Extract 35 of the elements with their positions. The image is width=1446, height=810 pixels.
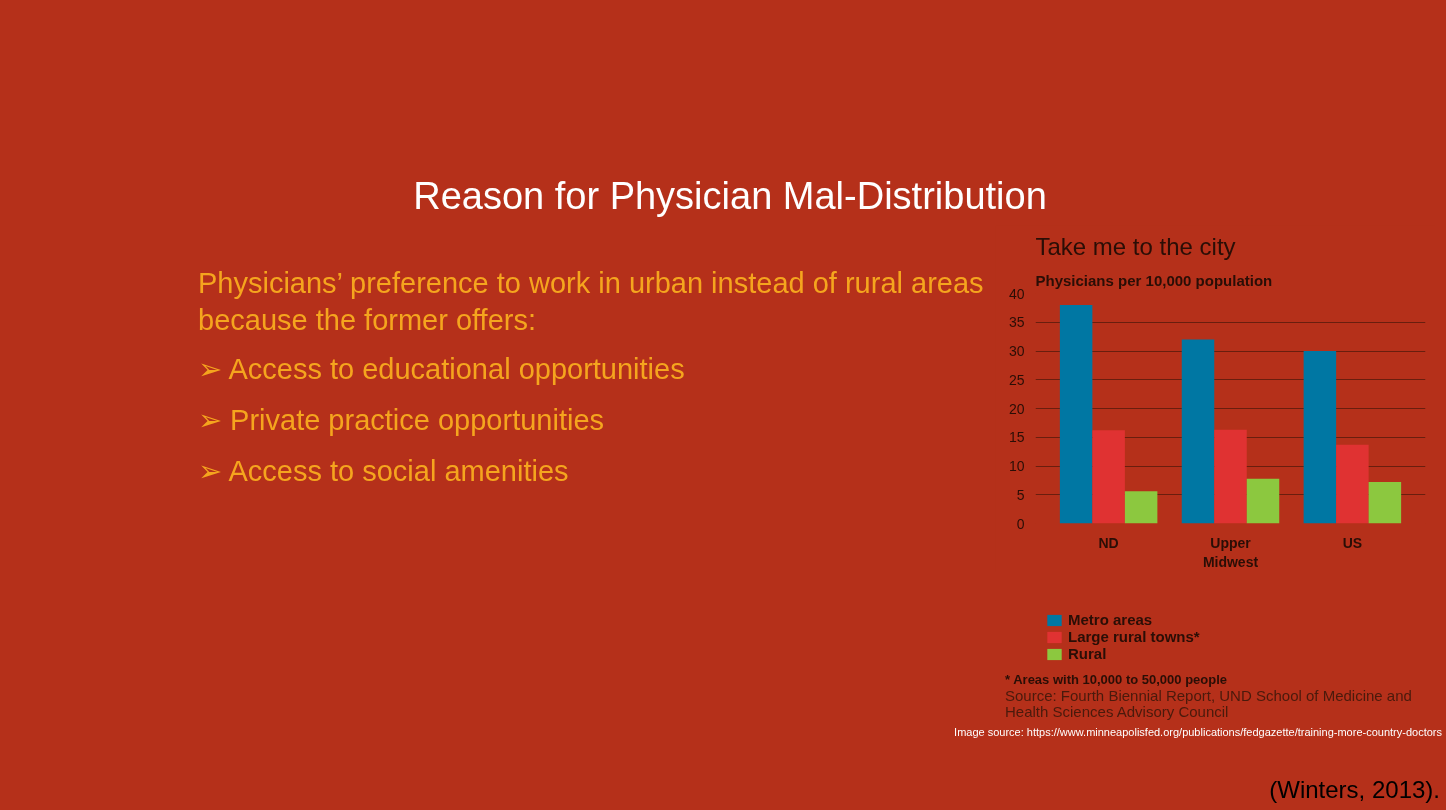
y-tick-label: 25	[1008, 371, 1025, 388]
text: ➢ Private practice opportunities	[198, 403, 606, 437]
y-tick-label: 30	[1008, 343, 1025, 359]
source-note: Source: Fourth Biennial Report, UND School of Medicine and Health Sciences Advisory Council	[1005, 687, 1413, 720]
chart-title: Take me to the city	[1035, 232, 1236, 260]
bar	[1124, 491, 1158, 524]
chart-subtitle: Physicians per 10,000 population	[1035, 271, 1273, 289]
y-tick-label: 20	[1008, 400, 1025, 417]
y-tick-label: 15	[1008, 429, 1025, 446]
bar	[1246, 478, 1280, 524]
y-tick-label: 0	[1016, 515, 1025, 532]
legend-label: Metro areas	[1068, 611, 1153, 628]
x-tick-label: US	[1342, 534, 1363, 551]
y-tick-label: 10	[1008, 458, 1025, 474]
legend-label: Large rural towns*	[1068, 628, 1200, 645]
text: ➢ Access to social amenities	[198, 454, 570, 488]
text: Reason for Physician Mal-Distribution	[412, 175, 1048, 218]
x-tick-label: ND	[1098, 534, 1119, 551]
bar	[1368, 482, 1402, 524]
x-tick-label: Upper Midwest	[1202, 534, 1259, 570]
text: Physicians’ preference to work in urban instead of rural areas because the former offers:	[198, 266, 985, 338]
bar	[1181, 339, 1215, 524]
bar	[1336, 444, 1369, 524]
y-tick-label: 5	[1016, 486, 1025, 503]
text: ➢ Access to educational opportunities	[198, 352, 686, 386]
bar	[1303, 351, 1337, 524]
y-tick-label: 35	[1008, 314, 1025, 331]
bar	[1214, 429, 1247, 524]
legend-label: Rural	[1068, 645, 1107, 662]
text: (Winters, 2013).	[1268, 776, 1440, 804]
text: * Areas with 10,000 to 50,000 people	[1005, 672, 1229, 687]
bar	[1059, 305, 1093, 524]
bar	[1092, 430, 1125, 524]
text: Image source: https://www.minneapolisfed.org/publications/fedgazette/training-more-country-doctors	[953, 726, 1442, 738]
y-tick-label: 40	[1008, 285, 1025, 302]
